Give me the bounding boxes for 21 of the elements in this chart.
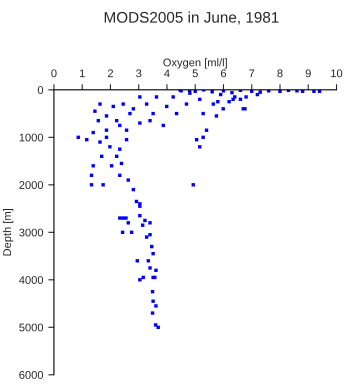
y-tick-label: 1000 [20, 134, 44, 142]
y-tick-label: 3000 [19, 228, 44, 236]
x-tick-label: 8 [277, 69, 283, 78]
y-tick-label: 4000 [19, 276, 44, 284]
x-tick-label: 4 [164, 69, 170, 78]
x-tick-label: 10 [331, 69, 342, 78]
y-tick-label: 0 [38, 86, 44, 94]
y-tick-label: 5000 [19, 324, 44, 332]
x-tick-label: 9 [306, 69, 311, 78]
y-tick-label: 2000 [19, 181, 44, 189]
x-tick-label: 2 [108, 69, 113, 78]
x-tick-label: 6 [220, 69, 226, 78]
x-tick-label: 0 [51, 69, 57, 78]
x-axis-title: Oxygen [ml/l] [163, 58, 227, 69]
x-tick-label: 7 [249, 69, 254, 78]
chart-title: MODS2005 in June, 1981 [104, 12, 279, 25]
y-axis-title: Depth [m] [2, 209, 14, 256]
y-tick-label: 6000 [19, 371, 44, 379]
x-tick-label: 5 [192, 69, 198, 78]
x-tick-label: 3 [136, 69, 142, 78]
x-tick-label: 1 [80, 69, 85, 78]
